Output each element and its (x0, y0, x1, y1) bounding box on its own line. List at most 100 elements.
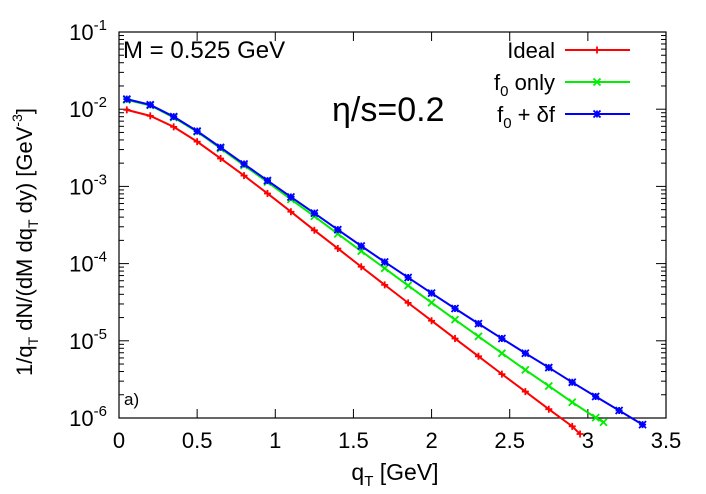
data-point (217, 154, 225, 162)
data-point (239, 159, 249, 169)
data-point (169, 112, 178, 121)
data-point (403, 273, 413, 282)
data-point (474, 332, 483, 341)
plot-border (118, 31, 667, 419)
y-axis: 10-6 10-5 10-4 10-3 10-2 10-1 (69, 17, 666, 431)
data-point (521, 365, 530, 375)
x-axis: 0 0.5 1 1.5 2 2.5 3 3.5 (113, 32, 681, 453)
data-point (263, 176, 272, 185)
data-point (193, 126, 202, 136)
data-point (404, 299, 412, 307)
data-point (450, 315, 460, 324)
data-point (333, 225, 342, 234)
x-axis-label-main: q (351, 459, 364, 485)
series-2 (122, 95, 647, 429)
series-0 (123, 106, 584, 438)
data-point (591, 413, 600, 422)
x-axis-label-sub: T (364, 473, 373, 490)
series-line (126, 98, 604, 424)
plot-frame (118, 31, 667, 419)
data-point (599, 418, 608, 427)
y-axis-label: 1/qT dN/(dM dqT dy) [GeV-3] (9, 108, 41, 376)
eta-s-annotation: η/s=0.2 (332, 91, 444, 129)
x-tick-label: 2.5 (494, 428, 525, 453)
data-point (122, 95, 131, 104)
data-point (310, 226, 318, 234)
y-axis-label-p6: ] (12, 108, 37, 114)
data-point (544, 363, 553, 372)
x-tick-label: 1.5 (338, 428, 369, 453)
x-axis-label: qT [GeV] (351, 459, 438, 490)
panel-label: a) (124, 390, 139, 409)
data-point (474, 352, 482, 360)
data-point (474, 319, 483, 328)
data-point (568, 378, 577, 387)
y-axis-label-p2: dN/(dM dq (12, 228, 37, 337)
y-axis-label-p5: -3 (9, 114, 25, 127)
legend-label: Ideal (507, 38, 555, 63)
y-tick-label: 10-4 (69, 249, 107, 277)
data-point (146, 100, 155, 109)
data-point (498, 370, 506, 378)
x-tick-label: 3.5 (651, 428, 682, 453)
data-point (544, 381, 553, 391)
x-axis-label-unit: [GeV] (373, 459, 438, 485)
data-point (428, 317, 436, 325)
data-point (240, 172, 248, 180)
y-tick-label: 10-1 (69, 17, 107, 45)
x-tick-label: 2 (425, 428, 437, 453)
y-axis-label-p1: T (25, 336, 41, 345)
data-point (263, 189, 271, 197)
series-line (126, 108, 581, 435)
data-point (427, 298, 436, 307)
data-point (427, 289, 436, 298)
data-point (310, 209, 319, 218)
data-point (521, 388, 529, 396)
data-point (521, 349, 530, 358)
legend-label: f0 + δf (497, 102, 556, 132)
data-point (591, 392, 600, 401)
data-point (638, 420, 647, 429)
data-point (334, 244, 342, 252)
y-tick-label: 10-5 (69, 326, 107, 354)
data-point (450, 304, 460, 313)
y-tick-label: 10-2 (69, 94, 107, 122)
data-point (380, 264, 389, 273)
x-tick-label: 1 (269, 428, 281, 453)
data-point (614, 406, 624, 415)
x-tick-label: 0 (113, 428, 125, 453)
y-axis-label-p4: dy) [GeV (12, 126, 37, 219)
series-1 (122, 95, 608, 427)
data-point (381, 281, 389, 289)
data-point (357, 263, 365, 271)
data-point (170, 123, 178, 131)
data-point (193, 138, 201, 146)
data-point (451, 335, 459, 343)
legend-label: f0 only (494, 70, 555, 100)
data-point (497, 334, 507, 343)
data-point (123, 106, 131, 114)
y-tick-label: 10-3 (69, 171, 107, 199)
y-axis-label-p3: T (25, 219, 41, 228)
x-tick-label: 0.5 (182, 428, 213, 453)
data-point (497, 349, 507, 358)
data-point (576, 430, 584, 438)
data-point (146, 112, 154, 120)
y-tick-label: 10-6 (69, 403, 107, 431)
data-point (380, 257, 389, 267)
data-point (545, 405, 553, 413)
mass-annotation: M = 0.525 GeV (123, 37, 285, 64)
series-layer (122, 95, 647, 438)
data-point (568, 398, 577, 407)
data-point (216, 143, 225, 152)
legend-marker (592, 77, 602, 87)
y-axis-label-p0: 1/q (12, 345, 37, 376)
legend-marker (593, 46, 601, 54)
data-point (287, 208, 295, 216)
data-point (403, 281, 413, 290)
data-point (568, 422, 576, 430)
data-point (357, 241, 366, 251)
legend-marker (592, 109, 602, 119)
